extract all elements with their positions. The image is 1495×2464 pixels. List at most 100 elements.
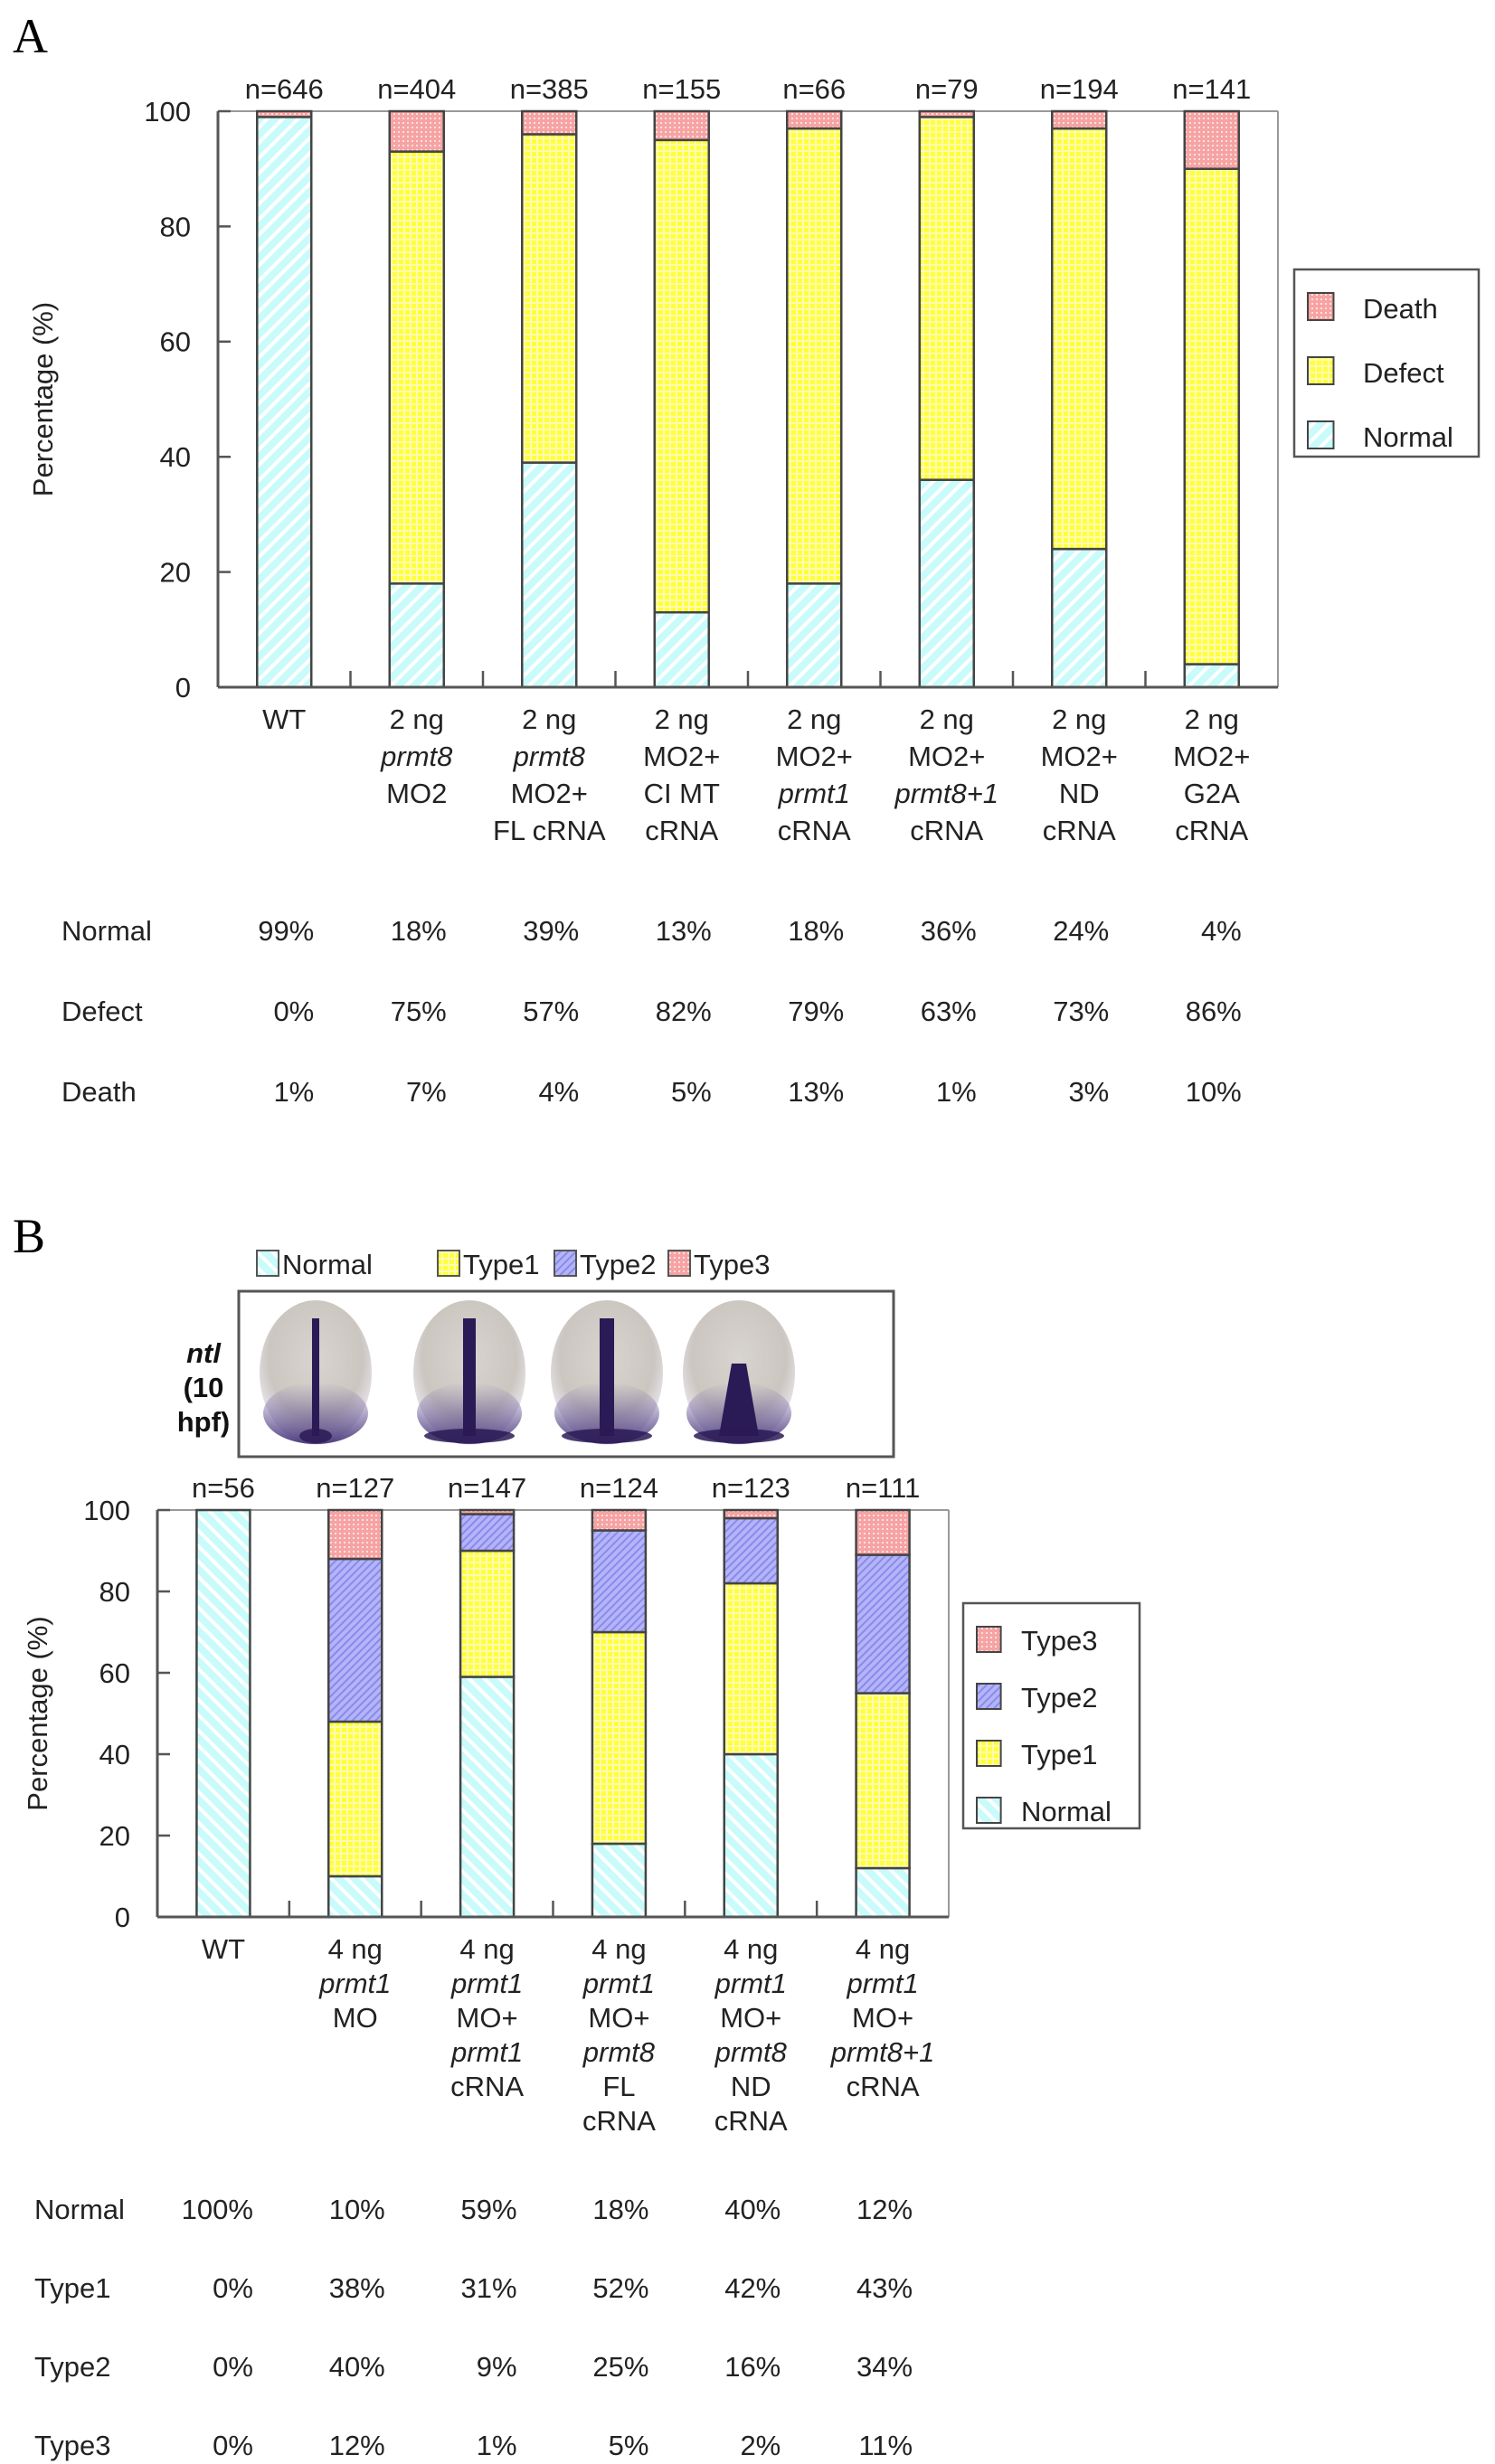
x-category-label: MO bbox=[333, 2002, 378, 2034]
x-category-label: prmt1 bbox=[450, 1968, 523, 1999]
n-label: n=194 bbox=[1040, 73, 1119, 105]
bar-segment-death bbox=[256, 109, 313, 118]
ntl-image-panel: Normal Type1 Type2 Type3 bbox=[237, 1249, 895, 1459]
gene-name: ntl bbox=[186, 1337, 221, 1369]
n-label: n=123 bbox=[712, 1472, 790, 1504]
n-label: n=127 bbox=[316, 1472, 394, 1504]
bar-segment-death bbox=[918, 109, 975, 118]
top-legend-label-normal: Normal bbox=[282, 1249, 373, 1280]
legend-swatch-type2 bbox=[976, 1683, 1002, 1710]
bar-segment-type3 bbox=[591, 1508, 648, 1532]
table-cell: 43% bbox=[856, 2272, 913, 2304]
x-category-label: MO+ bbox=[457, 2002, 518, 2034]
table-cell: 63% bbox=[921, 996, 977, 1027]
x-category-label: prmt8+1 bbox=[894, 778, 998, 809]
x-category-label: prmt8+1 bbox=[830, 2036, 935, 2068]
bar-segment-normal bbox=[591, 1842, 648, 1919]
x-category-label: 2 ng bbox=[1052, 703, 1106, 735]
top-legend-label-type1: Type1 bbox=[463, 1249, 539, 1280]
notochord-stain bbox=[600, 1318, 614, 1436]
bar-segment-normal bbox=[918, 478, 975, 689]
table-cell: 0% bbox=[213, 2272, 253, 2304]
y-axis-label: Percentage (%) bbox=[22, 1616, 53, 1810]
bar-segment-type1 bbox=[591, 1630, 648, 1846]
table-cell: 34% bbox=[856, 2351, 913, 2383]
y-tick-label: 0 bbox=[175, 672, 191, 703]
embryo-normal bbox=[260, 1300, 372, 1445]
legend-label-death: Death bbox=[1363, 293, 1438, 325]
x-category-label: prmt1 bbox=[318, 1968, 391, 1999]
x-category-label: 2 ng bbox=[787, 703, 841, 735]
table-row-label: Normal bbox=[34, 2194, 125, 2225]
n-label: n=124 bbox=[580, 1472, 658, 1504]
y-tick-label: 80 bbox=[160, 211, 191, 242]
legend-swatch-normal bbox=[1307, 420, 1335, 449]
table-cell: 5% bbox=[671, 1076, 712, 1108]
bar-segment-normal bbox=[388, 582, 445, 689]
bar-segment-type2 bbox=[723, 1516, 779, 1585]
table-cell: 40% bbox=[329, 2351, 385, 2383]
x-category-label: 2 ng bbox=[1185, 703, 1239, 735]
table-cell: 1% bbox=[273, 1076, 314, 1108]
x-category-label: FL bbox=[602, 2071, 635, 2102]
table-cell: 10% bbox=[1186, 1076, 1242, 1108]
x-category-label: MO2+ bbox=[776, 741, 853, 772]
bar-segment-normal bbox=[1051, 547, 1108, 689]
n-label: n=385 bbox=[510, 73, 589, 105]
x-category-label: prmt1 bbox=[714, 1968, 787, 1999]
embryo-type2 bbox=[551, 1300, 663, 1445]
bar-segment-death bbox=[1183, 109, 1240, 170]
y-tick-label: 20 bbox=[160, 556, 191, 588]
y-tick-label: 60 bbox=[99, 1657, 130, 1689]
x-category-label: G2A bbox=[1184, 778, 1240, 809]
bar-segment-death bbox=[388, 109, 445, 153]
table-cell: 4% bbox=[538, 1076, 579, 1108]
x-category-label: cRNA bbox=[714, 2105, 788, 2137]
legend-swatch-type1 bbox=[976, 1740, 1002, 1767]
tailbud-stain bbox=[299, 1429, 332, 1443]
tailbud-stain bbox=[694, 1429, 784, 1443]
bar-segment-death bbox=[786, 109, 843, 130]
legend-label-defect: Defect bbox=[1363, 357, 1444, 389]
legend-label-normal: Normal bbox=[1021, 1796, 1112, 1827]
legend-swatch-type3 bbox=[976, 1626, 1002, 1653]
x-category-label: MO2+ bbox=[1041, 741, 1118, 772]
table-cell: 36% bbox=[921, 915, 977, 947]
x-category-label: prmt8 bbox=[582, 2036, 656, 2068]
bar-segment-normal bbox=[256, 116, 313, 689]
x-category-label: prmt1 bbox=[450, 2036, 523, 2068]
x-category-label: prmt1 bbox=[582, 1968, 655, 1999]
table-cell: 0% bbox=[213, 2430, 253, 2461]
table-cell: 12% bbox=[329, 2430, 385, 2461]
bar-segment-type2 bbox=[855, 1553, 911, 1695]
bar-segment-type2 bbox=[327, 1557, 383, 1723]
x-category-label: prmt8 bbox=[513, 741, 586, 772]
legend-swatch-normal bbox=[976, 1797, 1002, 1824]
table-cell: 13% bbox=[788, 1076, 844, 1108]
table-cell: 82% bbox=[656, 996, 712, 1027]
table-cell: 0% bbox=[273, 996, 314, 1027]
bar-segment-normal bbox=[786, 582, 843, 689]
table-cell: 31% bbox=[461, 2272, 517, 2304]
bar-segment-normal bbox=[195, 1508, 251, 1919]
panel-letter-b: B bbox=[13, 1209, 45, 1263]
table-cell: 1% bbox=[936, 1076, 977, 1108]
bar-segment-defect bbox=[388, 150, 445, 585]
legend-label-type2: Type2 bbox=[1021, 1682, 1097, 1713]
x-category-label: prmt8 bbox=[380, 741, 453, 772]
table-cell: 16% bbox=[724, 2351, 781, 2383]
panel-letter-a: A bbox=[13, 9, 48, 63]
x-category-label: prmt8 bbox=[714, 2036, 788, 2068]
table-cell: 13% bbox=[656, 915, 712, 947]
x-category-label: 2 ng bbox=[390, 703, 444, 735]
x-category-label: cRNA bbox=[847, 2071, 920, 2102]
x-category-label: 4 ng bbox=[591, 1933, 646, 1965]
table-cell: 38% bbox=[329, 2272, 385, 2304]
table-cell: 11% bbox=[858, 2430, 913, 2461]
n-label: n=147 bbox=[448, 1472, 526, 1504]
n-label: n=155 bbox=[642, 73, 721, 105]
x-category-label: cRNA bbox=[582, 2105, 656, 2137]
x-category-label: CI MT bbox=[644, 778, 720, 809]
table-cell: 79% bbox=[788, 996, 844, 1027]
x-category-label: 2 ng bbox=[655, 703, 709, 735]
